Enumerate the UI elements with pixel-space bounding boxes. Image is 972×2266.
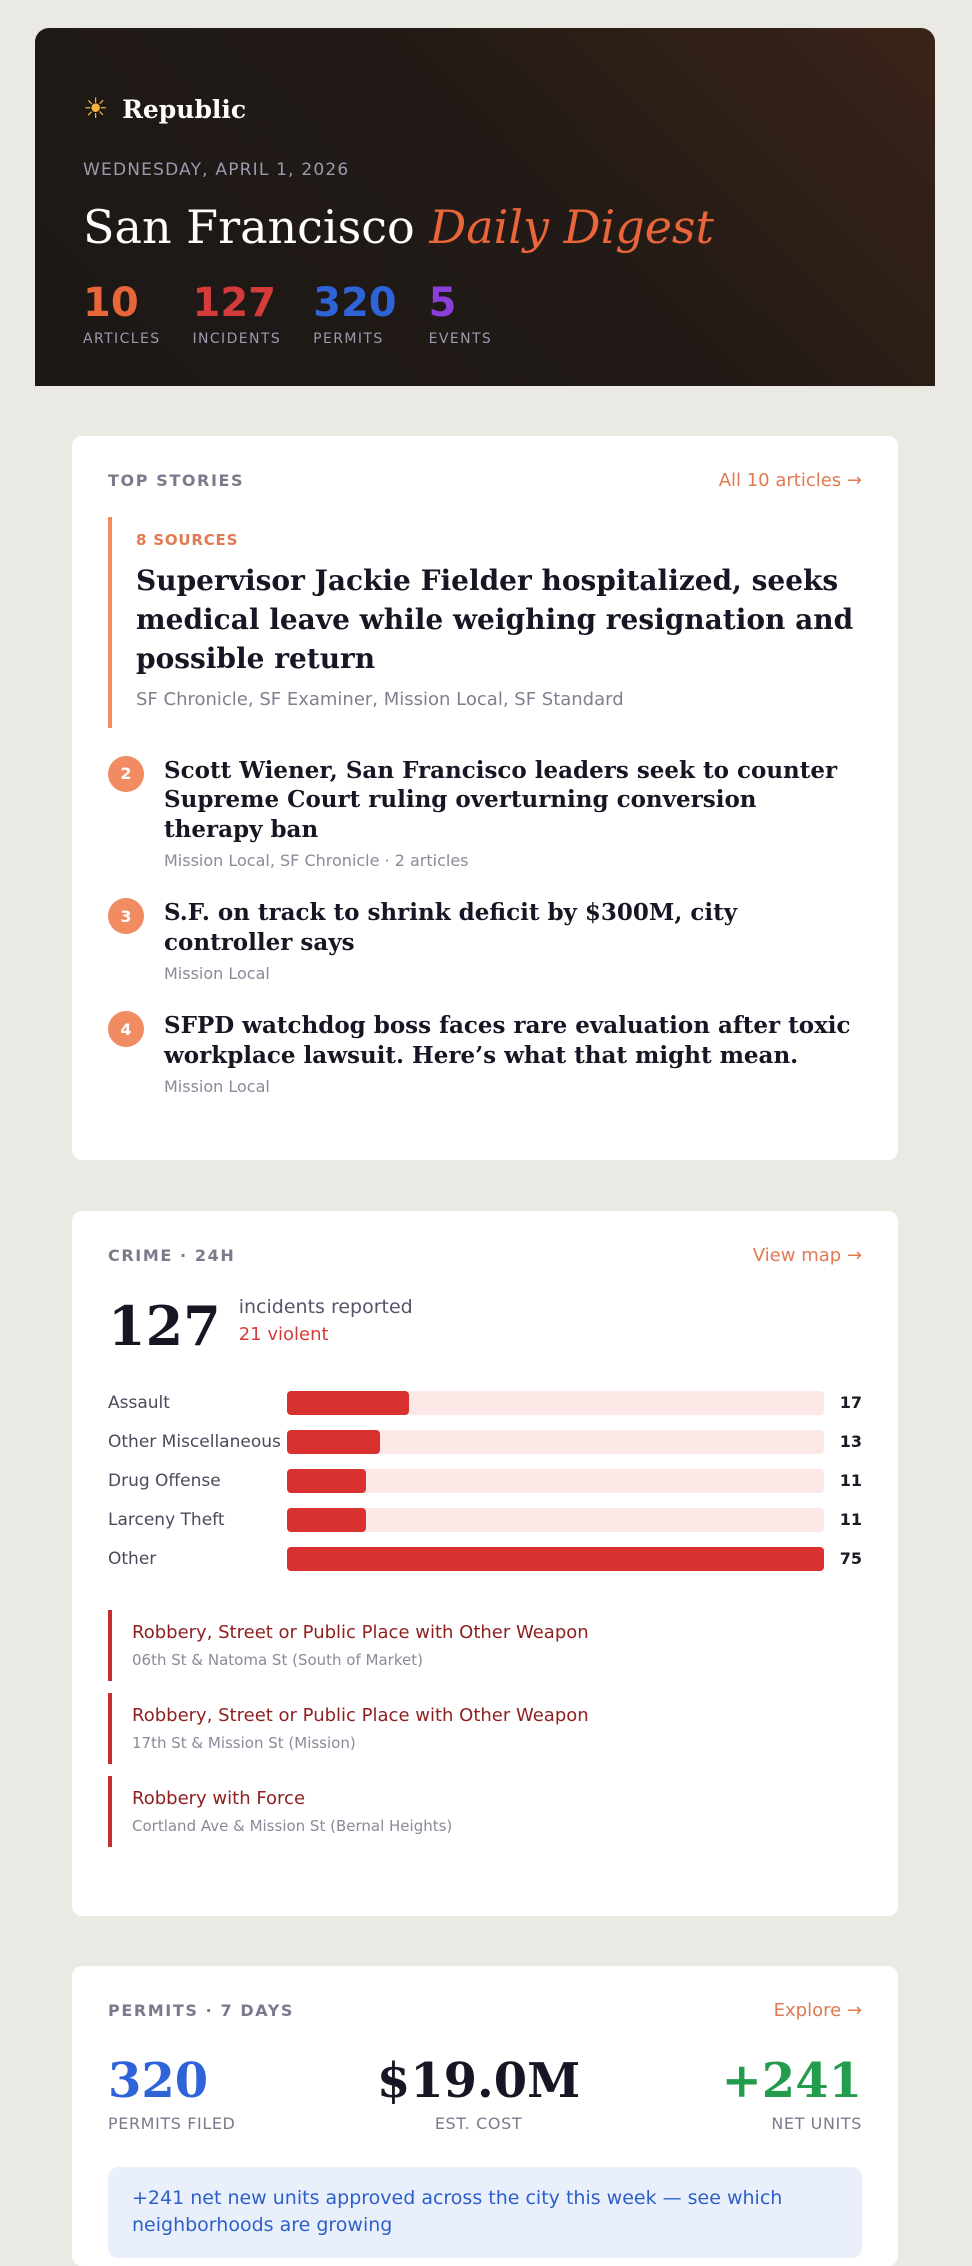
bar-label: Assault: [108, 1392, 170, 1413]
net-units-label: NET UNITS: [771, 2113, 862, 2133]
story-title[interactable]: SFPD watchdog boss faces rare evaluation…: [164, 1012, 851, 1069]
bar-label: Drug Offense: [108, 1470, 221, 1491]
title-accent: Daily Digest: [429, 200, 715, 254]
crime-card: CRIME · 24H View map → 127 incidents rep…: [72, 1211, 898, 1916]
bar-row: Larceny Theft 11: [108, 1500, 862, 1539]
stats-row: 10 ARTICLES 127 INCIDENTS 320 PERMITS 5 …: [83, 281, 887, 347]
net-units-value: +241: [721, 2053, 862, 2109]
incident-item[interactable]: Robbery with Force Cortland Ave & Missio…: [108, 1776, 862, 1847]
bar-row: Other Miscellaneous 13: [108, 1422, 862, 1461]
rank-badge: 4: [108, 1011, 144, 1048]
story-meta: Mission Local: [164, 1076, 270, 1096]
bar-row: Other 75: [108, 1539, 862, 1578]
permits-filed-label: PERMITS FILED: [108, 2113, 236, 2133]
stat-incidents: 127 INCIDENTS: [192, 281, 281, 347]
bar-value: 11: [839, 1471, 862, 1490]
bar-label: Other Miscellaneous: [108, 1431, 281, 1452]
stat-value: 127: [192, 279, 276, 326]
permits-filed: 320 PERMITS FILED: [108, 2055, 235, 2133]
bar-track: [286, 1429, 824, 1454]
violent-count: 21 violent: [238, 1324, 329, 1345]
stat-value: 320: [313, 279, 397, 326]
list-item[interactable]: 4 SFPD watchdog boss faces rare evaluati…: [108, 1011, 862, 1096]
bar-value: 11: [839, 1510, 862, 1529]
incident-total-label: incidents reported: [238, 1296, 413, 1318]
incident-item[interactable]: Robbery, Street or Public Place with Oth…: [108, 1610, 862, 1681]
story-meta: Mission Local, SF Chronicle · 2 articles: [164, 851, 469, 871]
brand[interactable]: ☀ Republic: [83, 90, 887, 128]
incident-title[interactable]: Robbery with Force: [132, 1788, 306, 1809]
permits-card: PERMITS · 7 DAYS Explore → 320 PERMITS F…: [72, 1966, 898, 2266]
source-count: 8 SOURCES: [136, 531, 239, 549]
stat-label: INCIDENTS: [192, 330, 282, 347]
stat-label: PERMITS: [313, 330, 384, 347]
stat-articles: 10 ARTICLES: [83, 281, 160, 347]
stat-label: EVENTS: [428, 330, 493, 347]
incident-title[interactable]: Robbery, Street or Public Place with Oth…: [132, 1705, 589, 1726]
list-item[interactable]: 2 Scott Wiener, San Francisco leaders se…: [108, 755, 862, 871]
rank-badge: 3: [108, 898, 144, 935]
lead-story-sources: SF Chronicle, SF Examiner, Mission Local…: [136, 688, 624, 710]
incident-location: 06th St & Natoma St (South of Market): [132, 1651, 423, 1669]
stat-events: 5 EVENTS: [429, 281, 493, 347]
bar-value: 13: [839, 1432, 862, 1451]
list-item[interactable]: 3 S.F. on track to shrink deficit by $30…: [108, 898, 862, 983]
permits-filed-value: 320: [108, 2053, 209, 2109]
explore-link[interactable]: Explore →: [773, 2000, 862, 2021]
net-units: +241 NET UNITS: [722, 2055, 862, 2133]
story-title[interactable]: Scott Wiener, San Francisco leaders seek…: [164, 756, 838, 844]
est-cost: $19.0M EST. COST: [377, 2055, 580, 2133]
story-meta: Mission Local: [164, 964, 270, 984]
est-cost-value: $19.0M: [376, 2053, 581, 2109]
sun-icon: ☀: [83, 92, 109, 125]
bar-label: Larceny Theft: [108, 1509, 225, 1530]
incident-total: 127: [108, 1294, 221, 1358]
bar-fill: [286, 1468, 366, 1493]
stat-label: ARTICLES: [83, 330, 161, 347]
title-main: San Francisco: [83, 200, 430, 254]
bar-value: 17: [839, 1393, 862, 1412]
story-title[interactable]: S.F. on track to shrink deficit by $300M…: [164, 899, 738, 957]
section-label: PERMITS · 7 DAYS: [108, 2001, 295, 2020]
bar-fill: [286, 1546, 824, 1571]
page-title: San Francisco Daily Digest: [83, 202, 887, 253]
all-articles-link[interactable]: All 10 articles →: [718, 470, 862, 491]
lead-story-title[interactable]: Supervisor Jackie Fielder hospitalized, …: [136, 564, 854, 676]
incident-location: 17th St & Mission St (Mission): [132, 1734, 356, 1752]
top-stories-card: TOP STORIES All 10 articles → 8 SOURCES …: [72, 436, 898, 1160]
bar-track: [286, 1468, 824, 1493]
stat-value: 5: [428, 279, 457, 326]
view-map-link[interactable]: View map →: [752, 1245, 862, 1266]
brand-name: Republic: [122, 94, 247, 124]
bar-fill: [286, 1429, 380, 1454]
bar-label: Other: [108, 1548, 157, 1569]
est-cost-label: EST. COST: [434, 2113, 523, 2133]
incident-title[interactable]: Robbery, Street or Public Place with Oth…: [132, 1622, 589, 1643]
digest-header: ☀ Republic WEDNESDAY, APRIL 1, 2026 San …: [35, 28, 935, 386]
bar-row: Assault 17: [108, 1383, 862, 1422]
incident-location: Cortland Ave & Mission St (Bernal Height…: [132, 1817, 453, 1835]
incident-item[interactable]: Robbery, Street or Public Place with Oth…: [108, 1693, 862, 1764]
bar-value: 75: [839, 1549, 862, 1568]
crime-category-chart: Assault 17 Other Miscellaneous 13 Drug O…: [108, 1383, 862, 1578]
section-label: CRIME · 24H: [108, 1246, 236, 1265]
bar-fill: [286, 1507, 366, 1532]
stat-value: 10: [83, 279, 139, 326]
lead-story[interactable]: 8 SOURCES Supervisor Jackie Fielder hosp…: [108, 517, 862, 728]
bar-track: [286, 1546, 824, 1571]
bar-track: [286, 1507, 824, 1532]
section-label: TOP STORIES: [108, 471, 245, 490]
stat-permits: 320 PERMITS: [313, 281, 397, 347]
bar-fill: [286, 1390, 409, 1415]
bar-row: Drug Offense 11: [108, 1461, 862, 1500]
permits-note[interactable]: +241 net new units approved across the c…: [108, 2166, 862, 2258]
rank-badge: 2: [108, 755, 144, 792]
bar-track: [286, 1390, 824, 1415]
digest-date: WEDNESDAY, APRIL 1, 2026: [83, 160, 350, 180]
